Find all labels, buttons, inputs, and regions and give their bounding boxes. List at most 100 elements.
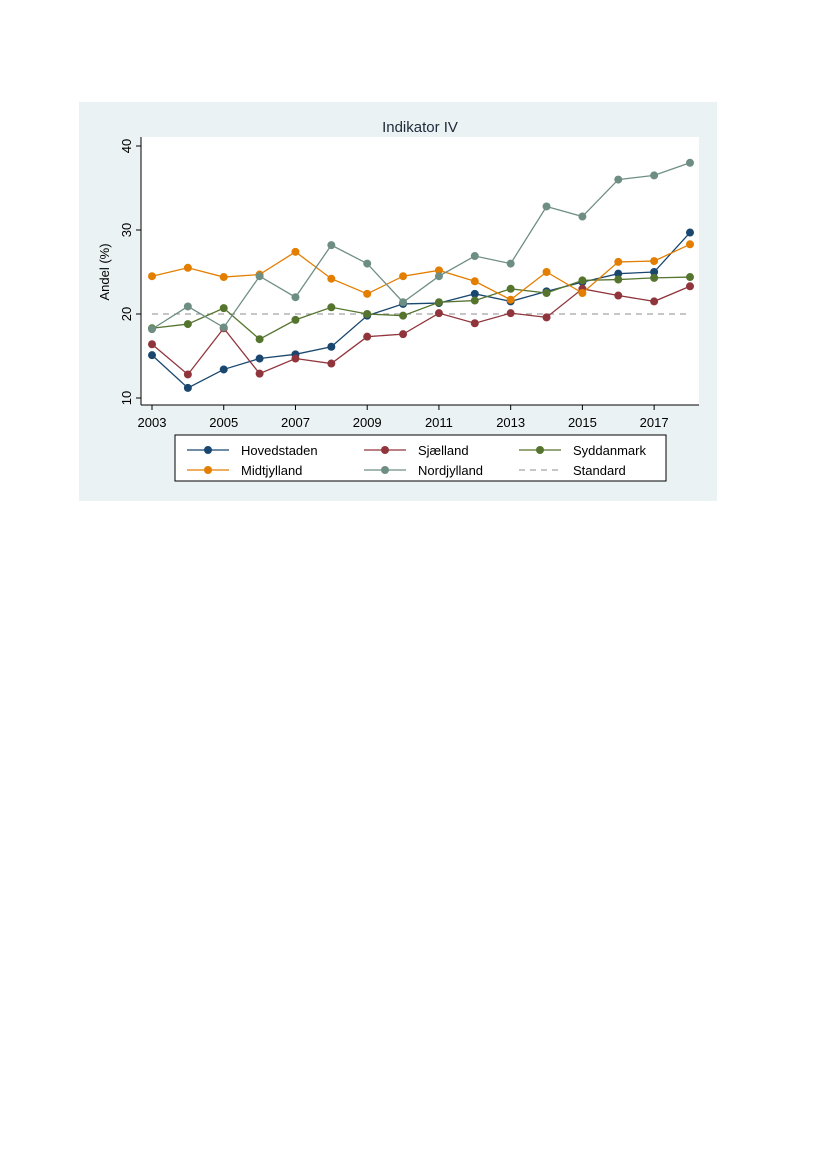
data-point-sjælland <box>291 354 300 363</box>
y-axis-label: Andel (%) <box>97 243 112 300</box>
data-point-nordjylland <box>434 272 443 281</box>
data-point-nordjylland <box>291 293 300 302</box>
data-point-syddanmark <box>578 276 587 285</box>
y-tick-label: 40 <box>119 139 134 153</box>
data-point-hovedstaden <box>255 354 264 363</box>
data-point-syddanmark <box>470 296 479 305</box>
legend-label-standard: Standard <box>573 463 626 478</box>
data-point-sjælland <box>148 340 156 349</box>
data-point-syddanmark <box>327 303 336 312</box>
series-line-syddanmark <box>151 276 691 340</box>
data-point-sjælland <box>686 282 694 291</box>
x-tick-label: 2013 <box>496 415 525 430</box>
data-point-midtjylland <box>578 289 587 297</box>
chart-title: Indikator IV <box>382 119 458 136</box>
series-layer <box>148 158 694 392</box>
data-point-syddanmark <box>219 304 228 313</box>
data-point-sjælland <box>255 369 264 378</box>
data-point-syddanmark <box>542 289 551 297</box>
x-tick-label: 2005 <box>209 415 238 430</box>
data-point-hovedstaden <box>686 228 694 237</box>
data-point-hovedstaden <box>614 269 623 278</box>
y-tick-label: 30 <box>119 223 134 237</box>
data-point-midtjylland <box>291 247 300 256</box>
data-point-nordjylland <box>470 252 479 261</box>
data-point-sjælland <box>399 330 408 339</box>
data-point-nordjylland <box>506 259 515 268</box>
data-point-hovedstaden <box>470 289 479 298</box>
x-tick-label: 2011 <box>425 415 453 430</box>
series-line-nordjylland <box>151 162 691 330</box>
data-point-hovedstaden <box>148 351 156 360</box>
data-point-midtjylland <box>506 295 515 304</box>
y-tick-label: 20 <box>119 307 134 321</box>
data-point-midtjylland <box>183 263 192 272</box>
x-tick-label: 2007 <box>281 415 310 430</box>
data-point-midtjylland <box>470 277 479 286</box>
data-point-sjælland <box>506 309 515 318</box>
data-point-hovedstaden <box>327 342 336 351</box>
legend-marker-sjælland <box>381 446 389 454</box>
data-point-sjælland <box>614 291 623 300</box>
data-point-sjælland <box>327 359 336 368</box>
data-point-nordjylland <box>686 158 694 167</box>
legend-marker-nordjylland <box>381 466 389 474</box>
data-point-sjælland <box>183 370 192 379</box>
data-point-syddanmark <box>255 335 264 344</box>
data-point-nordjylland <box>363 259 372 268</box>
legend-marker-hovedstaden <box>204 446 212 454</box>
data-point-nordjylland <box>183 302 192 311</box>
data-point-sjælland <box>434 309 443 318</box>
data-point-syddanmark <box>183 320 192 329</box>
data-point-nordjylland <box>578 212 587 221</box>
x-tick-label: 2009 <box>353 415 382 430</box>
legend-marker-syddanmark <box>536 446 544 454</box>
data-point-sjælland <box>650 297 659 306</box>
legend-label-midtjylland: Midtjylland <box>241 463 302 478</box>
data-point-nordjylland <box>614 175 623 184</box>
data-point-midtjylland <box>614 257 623 266</box>
legend: Hovedstaden Sjælland Syddanmark Midtjylland… <box>174 434 667 482</box>
chart-figure: Indikator IV Andel (%) 10 20 30 40 2003 2005 2… <box>79 102 717 501</box>
data-point-syddanmark <box>614 275 623 284</box>
legend-label-syddanmark: Syddanmark <box>573 443 646 458</box>
data-point-hovedstaden <box>650 268 659 276</box>
series-line-sjælland <box>151 285 691 376</box>
legend-label-nordjylland: Nordjylland <box>418 463 483 478</box>
data-point-hovedstaden <box>183 383 192 392</box>
data-point-midtjylland <box>148 272 156 281</box>
data-point-syddanmark <box>399 311 408 320</box>
data-point-midtjylland <box>686 240 694 249</box>
data-point-midtjylland <box>399 272 408 281</box>
data-point-sjælland <box>470 319 479 328</box>
data-point-syddanmark <box>434 298 443 307</box>
data-point-nordjylland <box>542 202 551 211</box>
data-point-midtjylland <box>363 289 372 298</box>
data-point-midtjylland <box>542 268 551 276</box>
series-line-midtjylland <box>151 243 691 301</box>
data-point-midtjylland <box>650 257 659 266</box>
data-point-nordjylland <box>399 298 408 307</box>
x-tick-label: 2015 <box>568 415 597 430</box>
data-point-midtjylland <box>327 274 336 283</box>
series-nordjylland <box>148 158 694 334</box>
data-point-midtjylland <box>219 273 228 282</box>
series-midtjylland <box>148 240 694 304</box>
data-point-sjælland <box>542 313 551 322</box>
legend-label-hovedstaden: Hovedstaden <box>241 443 318 458</box>
data-point-nordjylland <box>327 241 336 250</box>
plot-area <box>141 137 699 405</box>
data-point-nordjylland <box>148 325 156 334</box>
data-point-syddanmark <box>686 273 694 282</box>
data-point-midtjylland <box>434 266 443 275</box>
data-point-nordjylland <box>219 323 228 332</box>
x-tick-label: 2017 <box>640 415 669 430</box>
axes: 10 20 30 40 2003 2005 2007 2009 2011 2013 2015 2017 <box>119 137 699 430</box>
legend-marker-midtjylland <box>204 466 212 474</box>
y-tick-label: 10 <box>119 391 134 405</box>
data-point-syddanmark <box>291 315 300 324</box>
data-point-syddanmark <box>506 284 515 293</box>
data-point-sjælland <box>363 332 372 341</box>
data-point-nordjylland <box>650 171 659 180</box>
x-tick-label: 2003 <box>138 415 167 430</box>
